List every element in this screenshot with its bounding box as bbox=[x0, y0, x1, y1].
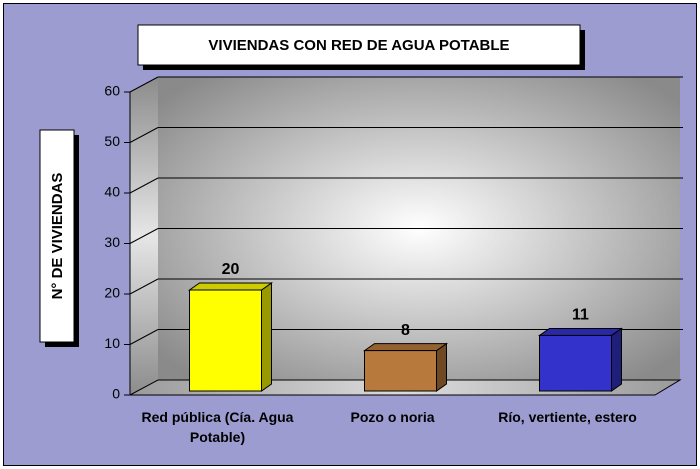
data-label: 20 bbox=[222, 261, 240, 278]
grid-line bbox=[129, 278, 159, 295]
x-tick-label: Pozo o noria bbox=[350, 409, 435, 425]
grid-line bbox=[129, 127, 159, 143]
bar bbox=[189, 289, 262, 392]
title-box bbox=[137, 24, 581, 66]
y-tick-label: 10 bbox=[104, 335, 120, 351]
bar-top bbox=[537, 327, 624, 336]
grid-line bbox=[129, 76, 159, 93]
grid-line bbox=[129, 228, 159, 244]
chart-title: VIVIENDAS CON RED DE AGUA POTABLE bbox=[208, 37, 509, 54]
x-tick-label: Río, vertiente, estero bbox=[498, 409, 637, 425]
bar-top bbox=[362, 343, 449, 352]
x-tick-label: Red pública (Cía. Agua Potable) bbox=[141, 409, 294, 445]
data-label: 11 bbox=[572, 307, 589, 324]
y-label-box bbox=[39, 129, 75, 343]
bar bbox=[364, 350, 437, 392]
bar bbox=[539, 334, 612, 392]
bar-side bbox=[611, 327, 622, 392]
bar-top bbox=[187, 282, 274, 291]
y-tick-label: 40 bbox=[104, 184, 120, 200]
bar-side bbox=[436, 342, 447, 392]
y-tick-label: 60 bbox=[104, 83, 120, 99]
data-label: 8 bbox=[401, 322, 410, 339]
bar-side bbox=[261, 282, 272, 392]
y-axis-label: N° DE VIVIENDAS bbox=[49, 173, 66, 300]
y-tick-label: 20 bbox=[104, 285, 120, 301]
y-tick-label: 30 bbox=[104, 234, 120, 250]
y-tick-label: 50 bbox=[104, 133, 120, 149]
y-tick-label: 0 bbox=[112, 386, 120, 402]
grid-line bbox=[129, 329, 159, 345]
grid-line bbox=[129, 177, 159, 194]
